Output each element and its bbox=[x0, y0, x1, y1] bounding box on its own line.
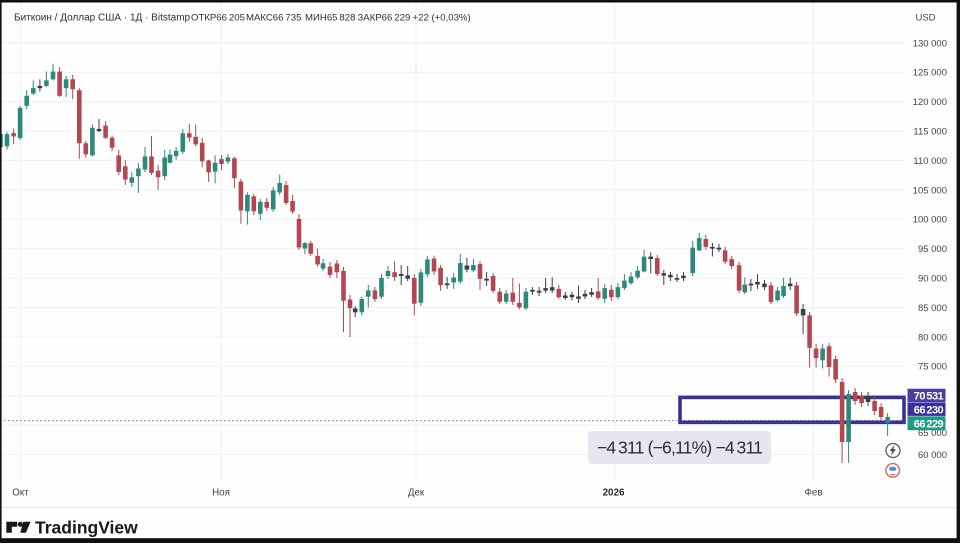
svg-text:−4 311 (−6,11%) −4 311: −4 311 (−6,11%) −4 311 bbox=[597, 438, 762, 458]
svg-text:130 000: 130 000 bbox=[913, 38, 947, 49]
svg-text:Биткоин / Доллар США · 1Д · Bi: Биткоин / Доллар США · 1Д · Bitstamp bbox=[14, 13, 191, 24]
svg-text:85 000: 85 000 bbox=[918, 303, 947, 314]
svg-text:90 000: 90 000 bbox=[918, 274, 947, 285]
svg-text:Ноя: Ноя bbox=[212, 488, 230, 499]
svg-text:95 000: 95 000 bbox=[918, 244, 947, 255]
svg-text:66 230: 66 230 bbox=[914, 404, 944, 416]
svg-text:2026: 2026 bbox=[603, 488, 625, 499]
svg-text:115 000: 115 000 bbox=[913, 127, 947, 138]
svg-text:66 229: 66 229 bbox=[914, 419, 944, 431]
svg-text:Дек: Дек bbox=[408, 488, 425, 499]
svg-text:USD: USD bbox=[915, 12, 935, 23]
svg-text:Фев: Фев bbox=[804, 488, 822, 499]
svg-text:МАКС66 735: МАКС66 735 bbox=[246, 13, 301, 24]
svg-text:+22 (+0,03%): +22 (+0,03%) bbox=[413, 13, 471, 24]
svg-text:80 000: 80 000 bbox=[918, 332, 947, 343]
svg-text:120 000: 120 000 bbox=[913, 97, 947, 108]
svg-text:75 000: 75 000 bbox=[918, 362, 947, 373]
svg-text:МИН65 828: МИН65 828 bbox=[305, 13, 355, 24]
svg-text:125 000: 125 000 bbox=[913, 68, 947, 79]
svg-text:60 000: 60 000 bbox=[918, 450, 947, 461]
svg-text:100 000: 100 000 bbox=[913, 215, 947, 226]
svg-text:65 000: 65 000 bbox=[918, 428, 947, 439]
svg-text:105 000: 105 000 bbox=[913, 185, 947, 196]
svg-text:Окт: Окт bbox=[12, 488, 29, 499]
svg-text:ОТКР66 205: ОТКР66 205 bbox=[191, 13, 245, 24]
svg-text:TradingView: TradingView bbox=[35, 518, 138, 538]
svg-text:110 000: 110 000 bbox=[913, 156, 947, 167]
svg-text:ЗАКР66 229: ЗАКР66 229 bbox=[358, 13, 411, 24]
svg-text:70 531: 70 531 bbox=[914, 391, 944, 403]
